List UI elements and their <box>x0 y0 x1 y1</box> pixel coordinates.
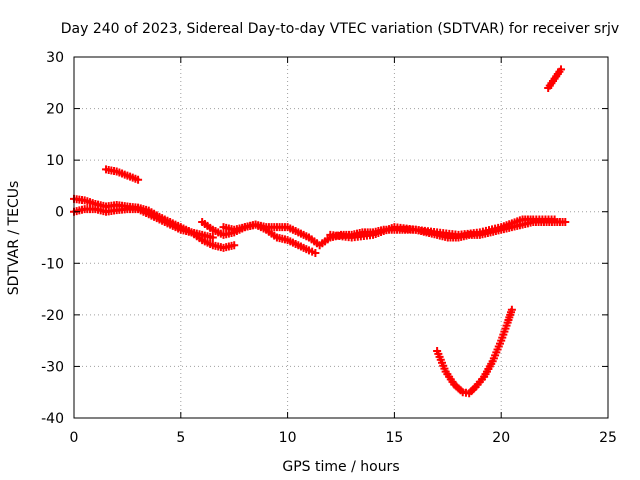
x-tick-label: 0 <box>70 430 79 446</box>
x-tick-label: 15 <box>385 430 403 446</box>
series-arc-7 <box>433 305 516 398</box>
x-tick-label: 5 <box>176 430 185 446</box>
x-tick-label: 20 <box>492 430 510 446</box>
data-point <box>557 65 566 74</box>
grid <box>74 57 608 418</box>
data-series <box>70 65 570 398</box>
x-tick-label: 10 <box>279 430 297 446</box>
axis-tick-labels: 0 5 10 15 20 25 -40 -30 -20 -10 0 10 20 30 <box>41 50 617 446</box>
x-axis-title: GPS time / hours <box>282 459 399 475</box>
chart-title: Day 240 of 2023, Sidereal Day-to-day VTE… <box>61 21 619 37</box>
data-point <box>230 241 239 250</box>
series-arc-3 <box>102 165 143 184</box>
data-point <box>208 233 217 242</box>
data-point <box>134 175 143 184</box>
x-tick-label: 25 <box>599 430 617 446</box>
axis-ticks <box>73 56 609 419</box>
y-tick-label: -30 <box>41 359 64 375</box>
series-arc-8 <box>544 65 566 92</box>
data-point <box>561 218 570 227</box>
series-arc-2 <box>70 205 217 242</box>
series-arc-6 <box>326 215 559 242</box>
data-point <box>507 305 516 314</box>
data-point <box>550 215 559 224</box>
y-tick-label: 20 <box>46 102 64 118</box>
y-tick-label: 0 <box>55 205 64 221</box>
y-tick-label: -20 <box>41 308 64 324</box>
y-tick-label: -10 <box>41 256 64 272</box>
y-tick-label: 30 <box>46 50 64 66</box>
y-tick-label: 10 <box>46 153 64 169</box>
data-point <box>311 248 320 257</box>
plot-frame <box>73 56 609 419</box>
y-axis-title: SDTVAR / TECUs <box>6 181 22 296</box>
y-tick-label: -40 <box>41 411 64 427</box>
